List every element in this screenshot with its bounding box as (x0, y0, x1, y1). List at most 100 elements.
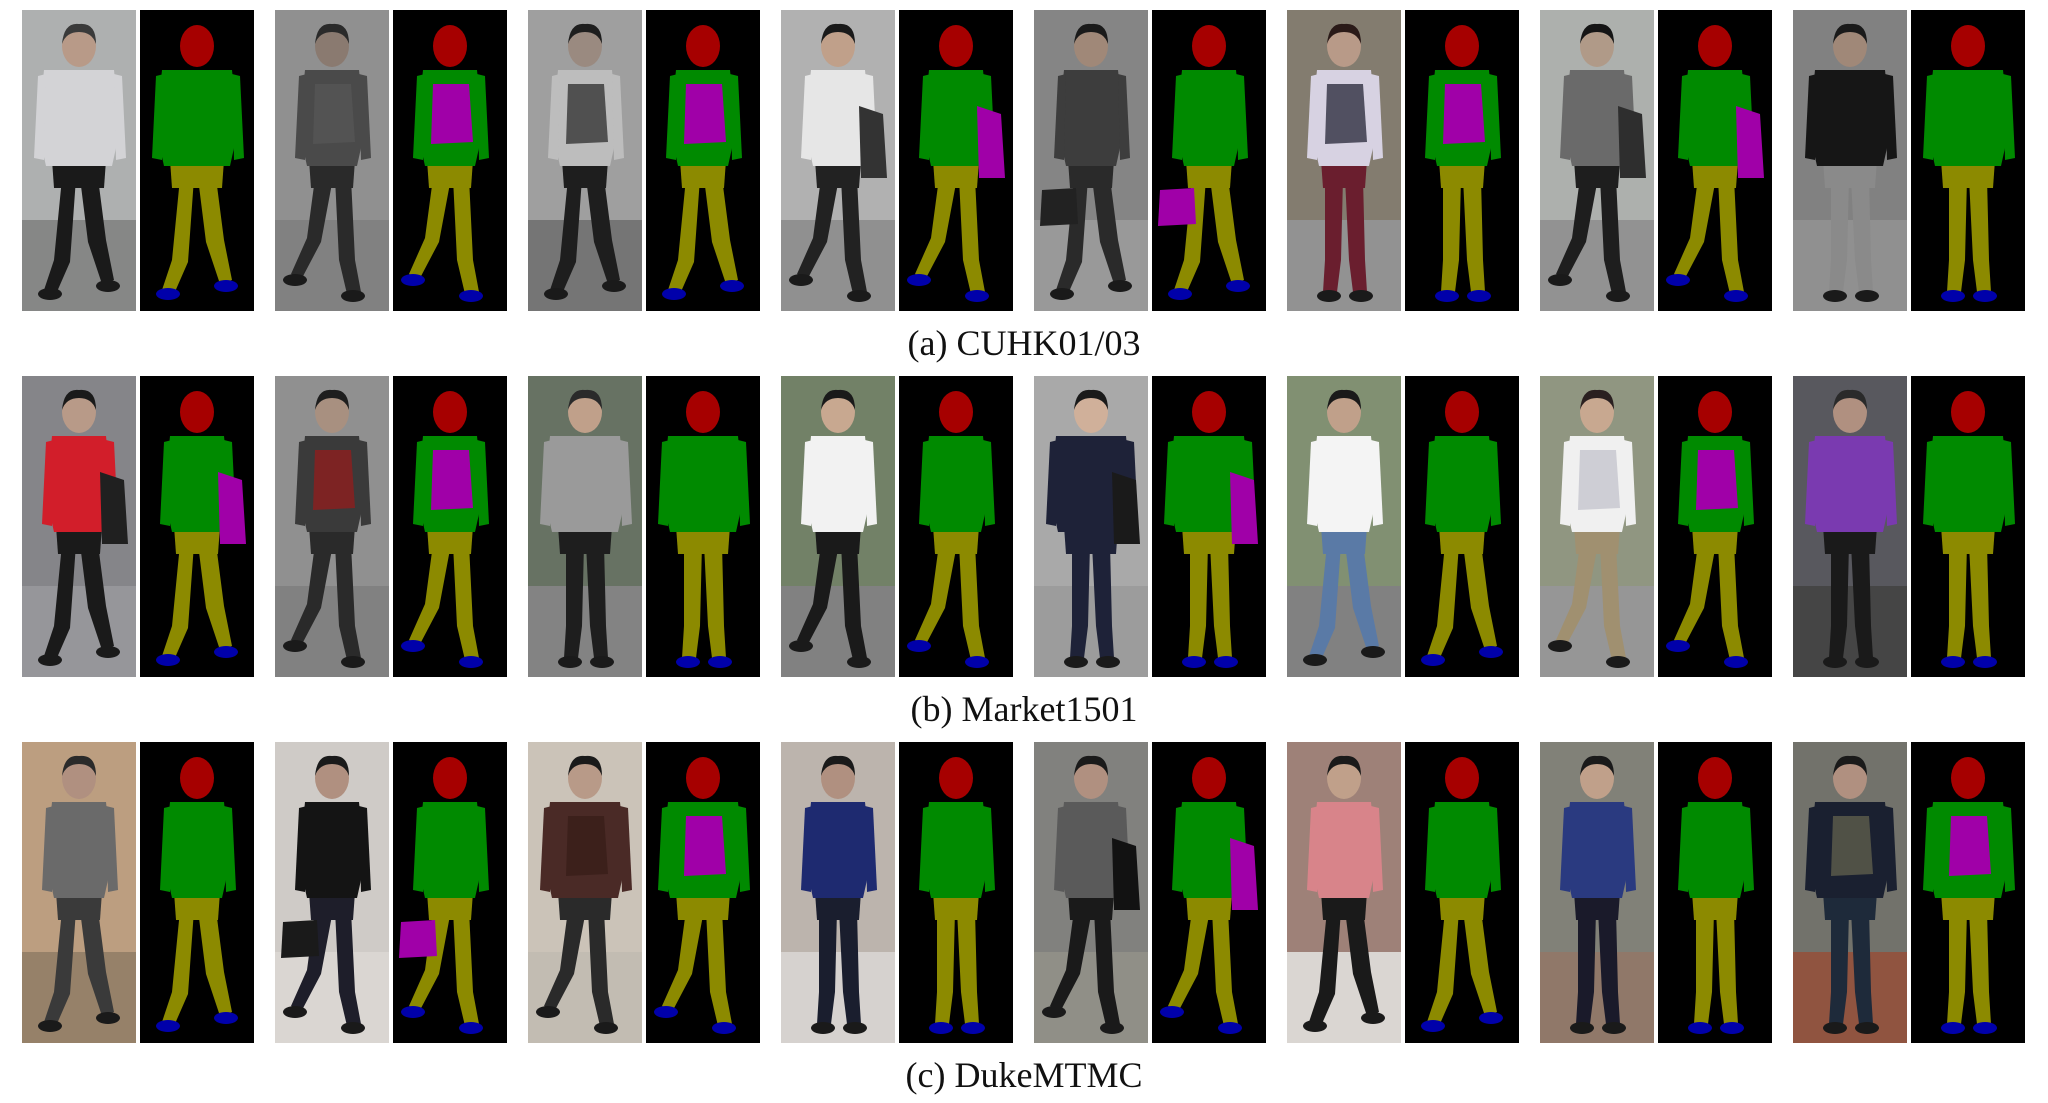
sample-pair (1793, 376, 2025, 677)
person-photo (1540, 742, 1654, 1043)
person-photo (781, 742, 895, 1043)
parsing-silhouette (646, 742, 760, 1043)
person-photo (1287, 742, 1401, 1043)
parsing-silhouette (646, 10, 760, 311)
person-photo (22, 376, 136, 677)
parsing-silhouette (899, 376, 1013, 677)
sample-pair (22, 10, 254, 311)
photo-scene (275, 376, 389, 677)
sample-pair (528, 10, 760, 311)
parsing-silhouette (1658, 10, 1772, 311)
parsing-silhouette (899, 10, 1013, 311)
parsing-mask (393, 742, 507, 1043)
sample-pair (1034, 10, 1266, 311)
parsing-mask (1405, 10, 1519, 311)
person-photo (528, 376, 642, 677)
parsing-mask (393, 376, 507, 677)
photo-scene (1034, 376, 1148, 677)
photo-scene (22, 742, 136, 1043)
photo-scene (1793, 376, 1907, 677)
person-photo (275, 742, 389, 1043)
photo-scene (1793, 742, 1907, 1043)
photo-scene (528, 10, 642, 311)
sample-pair (1034, 742, 1266, 1043)
parsing-silhouette (899, 742, 1013, 1043)
parsing-silhouette (1405, 376, 1519, 677)
parsing-mask (140, 10, 254, 311)
parsing-mask (1658, 10, 1772, 311)
photo-scene (528, 742, 642, 1043)
sample-pair (528, 742, 760, 1043)
person-photo (1793, 376, 1907, 677)
parsing-silhouette (1405, 10, 1519, 311)
photo-scene (1034, 742, 1148, 1043)
person-photo (1540, 376, 1654, 677)
caption-cuhk: (a) CUHK01/03 (907, 323, 1141, 363)
parsing-mask (646, 376, 760, 677)
photo-scene (1034, 10, 1148, 311)
sample-pair (1540, 376, 1772, 677)
parsing-mask (1911, 742, 2025, 1043)
parsing-mask (393, 10, 507, 311)
parsing-silhouette (140, 376, 254, 677)
sample-pair (781, 376, 1013, 677)
sample-pair (1540, 10, 1772, 311)
sample-pair (528, 376, 760, 677)
parsing-mask (1405, 376, 1519, 677)
photo-scene (22, 376, 136, 677)
parsing-silhouette (1152, 10, 1266, 311)
sample-pair (1287, 742, 1519, 1043)
photo-scene (1793, 10, 1907, 311)
parsing-mask (899, 10, 1013, 311)
person-photo (1034, 376, 1148, 677)
photo-scene (781, 376, 895, 677)
sample-pair (1793, 10, 2025, 311)
caption-duke: (c) DukeMTMC (905, 1055, 1143, 1095)
person-photo (22, 10, 136, 311)
photo-scene (1287, 376, 1401, 677)
person-photo (781, 10, 895, 311)
parsing-mask (1152, 10, 1266, 311)
sample-pair (275, 376, 507, 677)
photo-scene (1540, 10, 1654, 311)
parsing-silhouette (393, 10, 507, 311)
photo-scene (1540, 376, 1654, 677)
parsing-mask (1911, 376, 2025, 677)
person-photo (1287, 376, 1401, 677)
parsing-mask (1405, 742, 1519, 1043)
person-photo (1540, 10, 1654, 311)
photo-scene (22, 10, 136, 311)
person-photo (1793, 742, 1907, 1043)
parsing-silhouette (140, 10, 254, 311)
person-photo (275, 10, 389, 311)
parsing-mask (1152, 742, 1266, 1043)
photo-scene (275, 10, 389, 311)
person-photo (1793, 10, 1907, 311)
sample-pair (22, 742, 254, 1043)
person-photo (1034, 742, 1148, 1043)
parsing-silhouette (1658, 742, 1772, 1043)
parsing-mask (1152, 376, 1266, 677)
parsing-silhouette (1152, 742, 1266, 1043)
parsing-silhouette (140, 742, 254, 1043)
sample-pair (781, 10, 1013, 311)
sample-pair (1287, 10, 1519, 311)
parsing-mask (646, 10, 760, 311)
sample-pair (1540, 742, 1772, 1043)
parsing-silhouette (646, 376, 760, 677)
parsing-silhouette (1911, 10, 2025, 311)
parsing-silhouette (1405, 742, 1519, 1043)
parsing-mask (1911, 10, 2025, 311)
person-photo (22, 742, 136, 1043)
person-photo (1034, 10, 1148, 311)
photo-scene (781, 742, 895, 1043)
sample-pair (1287, 376, 1519, 677)
parsing-mask (140, 742, 254, 1043)
person-photo (528, 10, 642, 311)
parsing-mask (646, 742, 760, 1043)
person-photo (781, 376, 895, 677)
sample-pair (1034, 376, 1266, 677)
parsing-mask (140, 376, 254, 677)
parsing-silhouette (1911, 376, 2025, 677)
